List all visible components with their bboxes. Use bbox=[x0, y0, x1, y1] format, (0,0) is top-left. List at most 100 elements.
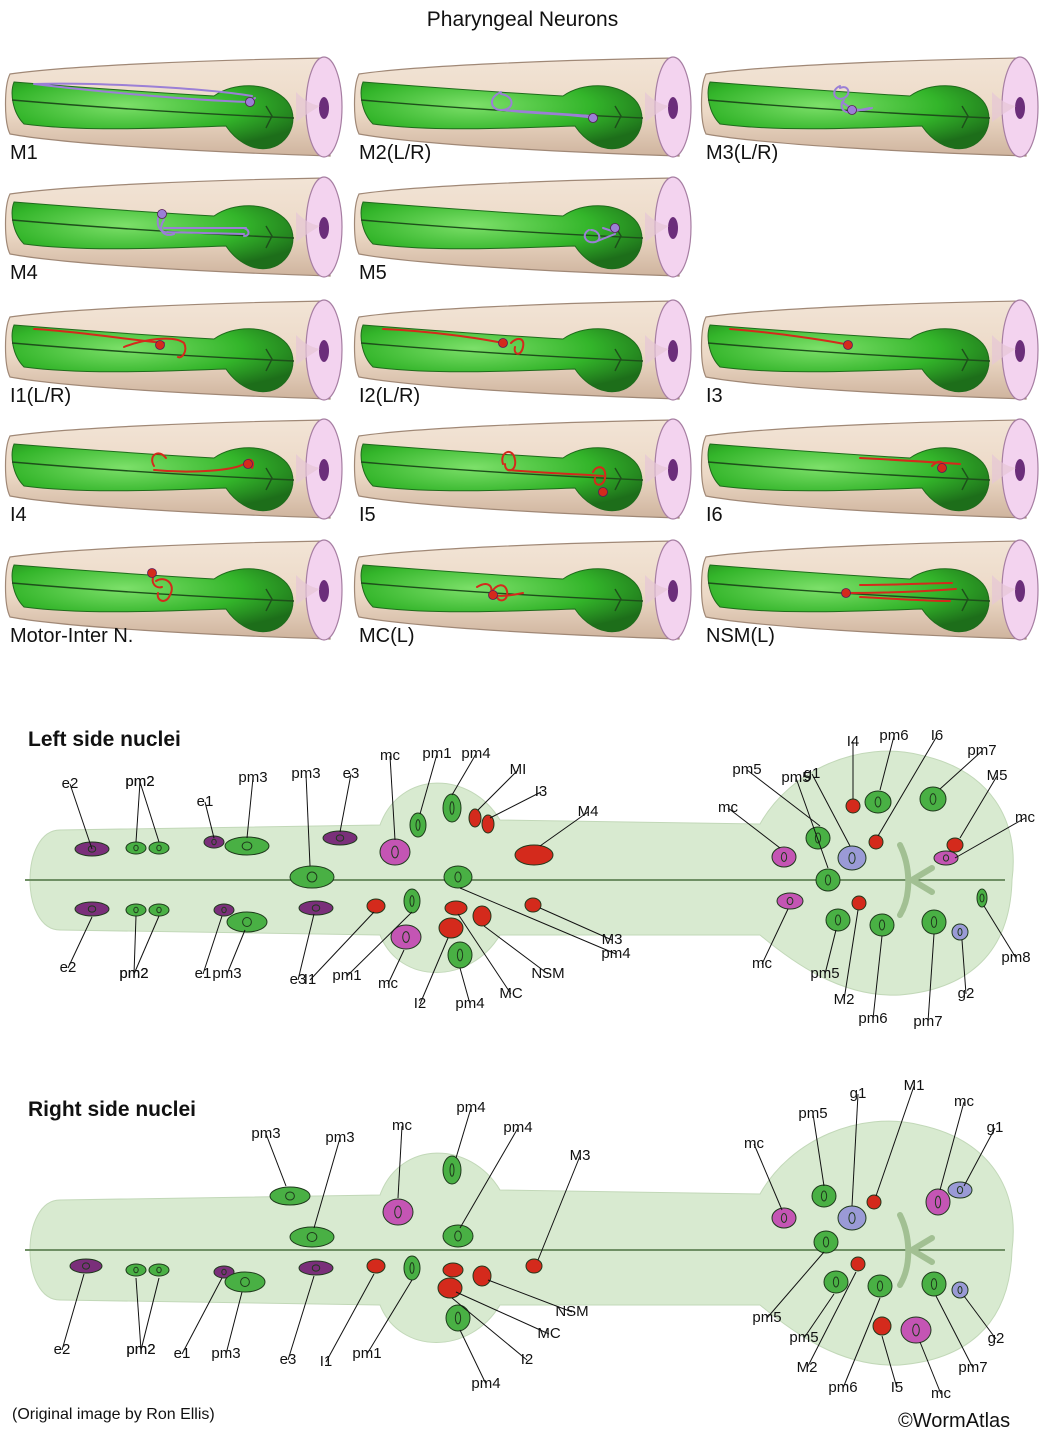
nucleus bbox=[946, 837, 964, 853]
panel-i1: I1(L/R) bbox=[4, 295, 344, 407]
nucleus bbox=[443, 865, 473, 889]
nucleus-label: mc bbox=[954, 1093, 974, 1110]
nucleus bbox=[442, 1224, 474, 1248]
nucleus-label: pm5 bbox=[732, 761, 761, 778]
nucleus bbox=[125, 903, 147, 917]
nucleus bbox=[900, 1316, 932, 1344]
panel-label: M1 bbox=[10, 142, 38, 164]
nucleus bbox=[289, 865, 335, 889]
panel-label: I5 bbox=[359, 504, 376, 526]
nucleus-label: e3 bbox=[343, 765, 360, 782]
nucleus bbox=[442, 793, 462, 823]
panel-m5: M5 bbox=[353, 172, 693, 284]
panel-i2: I2(L/R) bbox=[353, 295, 693, 407]
nucleus bbox=[850, 1256, 866, 1272]
nucleus-label: mc bbox=[380, 747, 400, 764]
nucleus-label: I1 bbox=[304, 971, 317, 988]
nucleus bbox=[921, 909, 947, 935]
nucleus bbox=[366, 1258, 386, 1274]
nucleus-label: NSM bbox=[531, 965, 564, 982]
nucleus bbox=[148, 1263, 170, 1277]
nucleus bbox=[851, 895, 867, 911]
pharynx-outline bbox=[25, 750, 1014, 996]
neuron-soma bbox=[147, 568, 157, 578]
worm-head-illustration bbox=[353, 418, 692, 520]
nucleus-label: g1 bbox=[987, 1119, 1004, 1136]
neuron-process bbox=[729, 328, 851, 346]
neuron-soma bbox=[498, 338, 508, 348]
nucleus bbox=[868, 834, 884, 850]
panel-label: M3(L/R) bbox=[706, 142, 779, 164]
nucleus-label: I3 bbox=[535, 783, 548, 800]
nucleus bbox=[213, 1265, 235, 1279]
nucleus bbox=[837, 1205, 867, 1231]
credit-source: (Original image by Ron Ellis) bbox=[12, 1406, 215, 1423]
nucleus bbox=[442, 1262, 464, 1278]
nucleus bbox=[445, 1304, 471, 1332]
nucleus-label: g1 bbox=[850, 1085, 867, 1102]
neuron-process bbox=[501, 450, 607, 486]
nucleus-label: g1 bbox=[804, 765, 821, 782]
nucleus-label: mc bbox=[1015, 809, 1035, 826]
nucleus bbox=[125, 841, 147, 855]
worm-head-illustration bbox=[4, 418, 343, 520]
nucleus-label: pm2 bbox=[119, 965, 148, 982]
nucleus-label: NSM bbox=[555, 1303, 588, 1320]
panel-m4: M4 bbox=[4, 172, 344, 284]
nucleus-label: MI bbox=[510, 761, 527, 778]
right-side-title: Right side nuclei bbox=[28, 1098, 197, 1121]
neuron-process bbox=[843, 582, 957, 602]
nucleus bbox=[289, 1226, 335, 1248]
nucleus-label: e3 bbox=[280, 1351, 297, 1368]
nucleus bbox=[976, 888, 988, 908]
nucleus bbox=[322, 830, 358, 846]
nucleus bbox=[213, 903, 235, 917]
nucleus-label: e1 bbox=[174, 1345, 191, 1362]
panel-label: NSM(L) bbox=[706, 625, 775, 647]
nucleus bbox=[444, 900, 468, 916]
nucleus bbox=[951, 923, 969, 941]
neuron-soma bbox=[598, 487, 608, 497]
nucleus-label: pm1 bbox=[332, 967, 361, 984]
worm-head-illustration bbox=[353, 539, 692, 641]
panel-label: I4 bbox=[10, 504, 27, 526]
panel-label: M2(L/R) bbox=[359, 142, 432, 164]
nucleus-label: pm1 bbox=[352, 1345, 381, 1362]
nucleus bbox=[125, 1263, 147, 1277]
neuron-process bbox=[491, 91, 594, 119]
worm-head-illustration bbox=[4, 299, 343, 401]
nucleus bbox=[74, 901, 110, 917]
nucleus bbox=[472, 1265, 492, 1287]
nucleus bbox=[866, 1194, 882, 1210]
nucleus-label: I6 bbox=[931, 727, 944, 744]
neuron-soma bbox=[847, 105, 857, 115]
nucleus bbox=[438, 917, 464, 939]
neuron-soma bbox=[937, 463, 947, 473]
nucleus-label: mc bbox=[752, 955, 772, 972]
nucleus bbox=[148, 841, 170, 855]
nucleus-label: pm4 bbox=[601, 945, 630, 962]
neuron-soma bbox=[155, 340, 165, 350]
worm-head-illustration bbox=[4, 176, 343, 278]
nucleus-label: pm5 bbox=[752, 1309, 781, 1326]
nucleus bbox=[226, 911, 268, 933]
nucleus-label: pm7 bbox=[967, 742, 996, 759]
nucleus-label: pm2 bbox=[125, 773, 154, 790]
neuron-soma bbox=[243, 459, 253, 469]
nucleus bbox=[298, 1260, 334, 1276]
nucleus-label: pm4 bbox=[461, 745, 490, 762]
nucleus bbox=[403, 888, 421, 914]
panel-m1: M1 bbox=[4, 52, 344, 164]
nucleus-label: pm1 bbox=[422, 745, 451, 762]
nucleus-label: e2 bbox=[60, 959, 77, 976]
neuron-soma bbox=[843, 340, 853, 350]
nucleus-label: e2 bbox=[54, 1341, 71, 1358]
panel-label: I1(L/R) bbox=[10, 385, 72, 407]
neuron-soma bbox=[841, 588, 851, 598]
nucleus bbox=[864, 790, 892, 814]
worm-head-illustration bbox=[700, 56, 1039, 158]
nucleus-label: g2 bbox=[988, 1330, 1005, 1347]
nucleus bbox=[514, 844, 554, 866]
worm-head-illustration bbox=[353, 56, 692, 158]
nucleus-label: I2 bbox=[414, 995, 427, 1012]
